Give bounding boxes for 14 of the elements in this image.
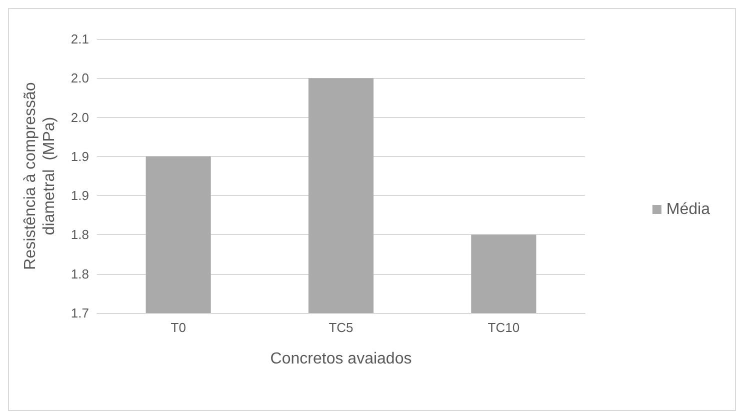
y-tick-label: 1.9	[70, 148, 89, 164]
y-tick-label: 2.0	[70, 110, 89, 125]
y-tick-label: 1.8	[70, 227, 89, 242]
y-tick-label: 2.0	[70, 70, 89, 86]
x-axis-title: Concretos avaiados	[270, 350, 412, 368]
y-tick-label: 1.7	[70, 306, 89, 320]
y-tick-label: 1.8	[70, 266, 89, 282]
x-tick-label: TC5	[328, 320, 354, 335]
x-tick-label: T0	[170, 320, 186, 335]
x-tick-label: TC10	[488, 320, 520, 335]
y-tick-label: 1.9	[70, 188, 89, 204]
legend-label: Média	[666, 201, 710, 218]
y-tick-label: 2.1	[70, 32, 89, 46]
y-axis-title: Resistência à compressão diametral (MPa)	[22, 82, 58, 270]
